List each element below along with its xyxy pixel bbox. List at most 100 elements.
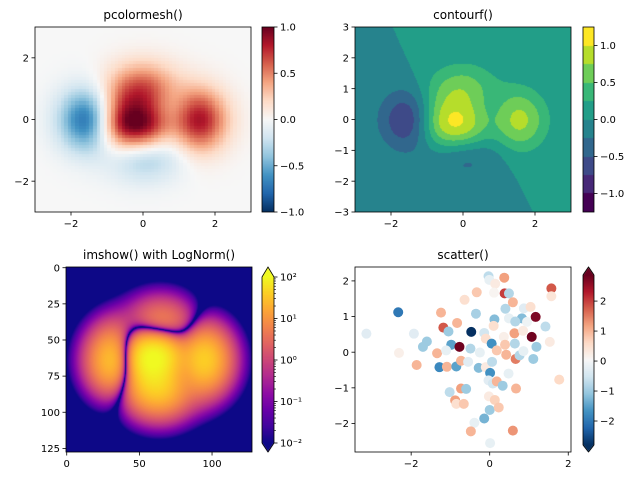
scatter-point: [493, 402, 504, 413]
y-tick-label: 0: [23, 115, 29, 126]
scatter-point: [518, 325, 529, 336]
y-tick-label: 3: [343, 23, 349, 34]
scatter-point: [470, 308, 481, 319]
subplot-title: imshow() with LogNorm(): [83, 248, 235, 262]
scatter-point: [432, 348, 443, 359]
scatter-point: [489, 287, 500, 298]
scatter-point: [486, 338, 497, 349]
scatter-point: [479, 413, 490, 424]
scatter-point: [507, 297, 518, 308]
y-tick-label: −1: [334, 383, 349, 394]
subplot-title: contourf(): [433, 8, 493, 22]
scatter-point: [466, 326, 477, 337]
scatter-point: [503, 368, 514, 379]
scatter-point: [554, 374, 565, 385]
scatter-point: [500, 303, 511, 314]
scatter-point: [451, 398, 462, 409]
axes-frame: [65, 266, 253, 453]
scatter-point: [526, 331, 537, 342]
scatter-point: [487, 356, 498, 367]
colorbar-tick-label: 1: [600, 327, 606, 338]
y-tick-label: 1: [343, 84, 349, 95]
colorbar-tick-label: 1.0: [280, 23, 296, 34]
scatter-point: [411, 360, 422, 371]
scatter-point: [507, 425, 518, 436]
y-tick-label: 75: [47, 372, 60, 383]
x-tick-label: 2: [565, 459, 571, 470]
scatter-point: [461, 383, 472, 394]
scatter-point: [530, 311, 541, 322]
colorbar-tick-label: 0.5: [600, 78, 616, 89]
colorbar-outline: [582, 266, 595, 453]
scatter-points: [361, 271, 565, 449]
scatter-point: [474, 347, 485, 358]
scatter-point: [452, 317, 463, 328]
scatter-point: [458, 398, 469, 409]
colorbar-outline: [261, 266, 275, 453]
scatter-point: [525, 301, 536, 312]
axes-frame: [34, 26, 252, 213]
y-tick-label: 2: [343, 53, 349, 64]
colorbar-tick-label: 10¹: [280, 314, 297, 325]
scatter-point: [509, 328, 520, 339]
colorbar-tick-label: −0.5: [280, 161, 304, 172]
scatter-colorbar: [583, 267, 594, 452]
axes-frame: [354, 266, 572, 453]
scatter-point: [444, 387, 455, 398]
y-tick-label: 0: [343, 115, 349, 126]
y-tick-label: 50: [47, 336, 60, 347]
scatter-point: [408, 328, 419, 339]
colorbar-tick-label: −0.5: [600, 152, 624, 163]
scatter-point: [546, 283, 557, 294]
scatter-point: [500, 339, 511, 350]
pcolormesh-image: [35, 27, 251, 212]
scatter-point: [484, 404, 495, 415]
x-tick-label: −2: [404, 459, 419, 470]
scatter-point: [393, 347, 404, 358]
y-tick-label: 100: [41, 408, 60, 419]
scatter-point: [441, 361, 452, 372]
scatter-point: [459, 294, 470, 305]
imshow-colorbar: [262, 267, 274, 452]
colorbar-tick-label: −1.0: [600, 189, 624, 200]
scatter-point: [491, 345, 502, 356]
scatter-point: [531, 341, 542, 352]
x-tick-label: 0: [487, 459, 493, 470]
scatter-point: [361, 328, 372, 339]
y-tick-label: −1: [334, 146, 349, 157]
scatter-point: [393, 307, 404, 318]
x-tick-label: 50: [133, 459, 146, 470]
colorbar-tick-label: 2: [600, 297, 606, 308]
scatter-point: [465, 426, 476, 437]
scatter-point: [544, 336, 555, 347]
scatter-point: [522, 316, 533, 327]
y-tick-label: 25: [47, 299, 60, 310]
scatter-point: [436, 307, 447, 318]
y-tick-label: −2: [14, 177, 29, 188]
scatter-point: [469, 417, 480, 428]
x-tick-label: 2: [532, 219, 538, 230]
colorbar-tick-label: 10⁰: [280, 356, 297, 367]
scatter-point: [510, 316, 521, 327]
y-tick-label: 0: [343, 348, 349, 359]
colorbar-tick-label: 1.0: [600, 41, 616, 52]
scatter-point: [528, 353, 539, 364]
scatter-point: [509, 338, 520, 349]
scatter-point: [511, 383, 522, 394]
colorbar-tick-label: 0.0: [280, 115, 296, 126]
subplot-title: pcolormesh(): [103, 8, 182, 22]
scatter-point: [488, 320, 499, 331]
pcolormesh-colorbar: [262, 27, 274, 212]
scatter-point: [497, 380, 508, 391]
x-tick-label: −2: [64, 219, 79, 230]
scatter-point: [498, 331, 509, 342]
colorbar-outline: [261, 26, 275, 213]
y-tick-label: −2: [334, 177, 349, 188]
scatter-point: [417, 341, 428, 352]
x-tick-label: −2: [384, 219, 399, 230]
colorbar-tick-label: 10⁻²: [280, 439, 302, 450]
y-tick-label: −2: [334, 419, 349, 430]
scatter-point: [499, 272, 510, 283]
